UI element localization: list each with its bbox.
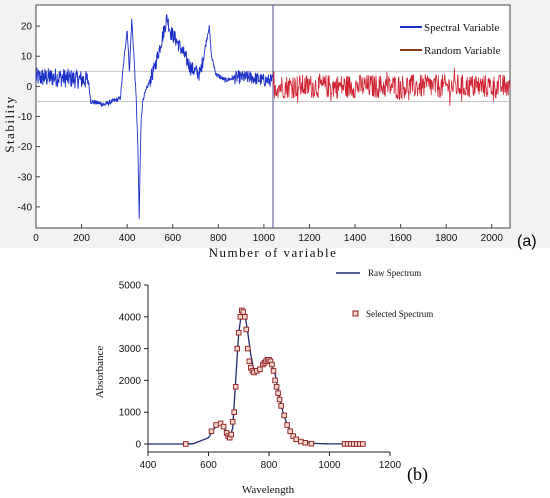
panel-a-y-ticks: 20 10 0 -10 -20 -30 -40 xyxy=(18,22,40,213)
y-tick-label: 10 xyxy=(21,52,33,63)
panel-b-legend: Raw Spectrum Selected Spectrum xyxy=(336,268,433,319)
y-tick-label: 4000 xyxy=(119,312,142,323)
y-tick-label: -30 xyxy=(18,172,33,183)
x-tick-label: 1200 xyxy=(298,233,321,244)
y-tick-label: 1000 xyxy=(119,408,142,419)
y-tick-label: 0 xyxy=(135,440,141,451)
selected-spectrum-point xyxy=(242,314,248,320)
x-tick-label: 200 xyxy=(73,233,90,244)
selected-spectrum-point xyxy=(232,384,239,390)
panel-a-legend: Spectral Variable Random Variable xyxy=(400,22,501,57)
panel-a-x-axis-label: Number of variable xyxy=(209,245,338,260)
panel-b-y-ticks: 0 1000 2000 3000 4000 5000 xyxy=(119,281,148,451)
x-tick-label: 800 xyxy=(210,233,227,244)
y-tick-label: 2000 xyxy=(119,376,142,387)
x-tick-label: 400 xyxy=(119,233,136,244)
selected-spectrum-point xyxy=(257,366,263,373)
selected-spectrum-point xyxy=(183,441,189,447)
panel-b-legend-selected-label: Selected Spectrum xyxy=(366,309,433,319)
x-tick-label: 2000 xyxy=(481,233,504,244)
spectral-variable-line xyxy=(35,14,274,220)
selected-spectrum-point xyxy=(217,420,224,427)
selected-spectrum-point xyxy=(290,433,296,439)
raw-spectrum-line xyxy=(148,308,366,445)
selected-spectrum-point xyxy=(360,441,366,447)
panel-b-axes xyxy=(147,285,390,453)
y-tick-label: -20 xyxy=(18,142,33,153)
selected-spectrum-point xyxy=(275,390,281,396)
panel-a-legend-random-label: Random Variable xyxy=(424,45,501,57)
y-tick-label: 0 xyxy=(26,82,32,93)
selected-spectrum-point xyxy=(284,422,290,428)
selected-spectrum-point xyxy=(272,377,278,384)
x-tick-label: 1000 xyxy=(253,233,276,244)
x-tick-label: 800 xyxy=(261,460,278,471)
x-tick-label: 1800 xyxy=(435,233,458,244)
selected-spectrum-point xyxy=(213,422,219,428)
selected-spectrum-point xyxy=(220,423,227,430)
selected-spectrum-point xyxy=(243,326,250,333)
selected-spectrum-point xyxy=(245,345,251,352)
selected-spectrum-point xyxy=(276,396,283,403)
x-tick-label: 1000 xyxy=(318,460,341,471)
x-tick-label: 600 xyxy=(164,233,181,244)
selected-spectrum-point xyxy=(270,368,277,374)
y-tick-label: 3000 xyxy=(119,344,142,355)
selected-spectrum-point xyxy=(273,384,280,390)
selected-spectrum-point xyxy=(308,440,315,447)
selected-spectrum-point xyxy=(293,436,299,443)
selected-spectrum-point xyxy=(287,428,293,435)
selected-spectrum-point xyxy=(235,329,242,336)
selected-spectrum-point xyxy=(237,314,244,320)
selected-spectrum-point xyxy=(208,428,215,435)
x-tick-label: 1200 xyxy=(379,460,402,471)
selected-spectrum-point xyxy=(229,419,236,425)
y-tick-label: 20 xyxy=(21,22,33,33)
x-tick-label: 0 xyxy=(33,233,39,244)
panel-b-y-axis-label: Absorbance xyxy=(94,346,106,399)
selected-spectrum-point xyxy=(281,412,287,419)
selected-spectrum-point xyxy=(228,431,234,438)
selected-spectrum-point xyxy=(298,438,304,445)
panel-b-series xyxy=(148,307,366,447)
panel-a-x-ticks: 0 200 400 600 800 1000 1200 1400 1600 1800 2000 xyxy=(33,224,503,244)
random-variable-line xyxy=(272,67,511,106)
y-tick-label: 5000 xyxy=(119,281,142,292)
selected-spectrum-point xyxy=(278,403,284,409)
panel-b-x-axis-label: Wavelength xyxy=(242,484,295,496)
panel-b-label: (b) xyxy=(407,464,428,485)
x-tick-label: 1400 xyxy=(344,233,367,244)
selected-spectrum-point xyxy=(234,345,240,352)
panel-a-series xyxy=(35,14,511,220)
y-tick-label: -40 xyxy=(18,202,33,213)
selected-spectrum-point xyxy=(246,358,253,365)
panel-b-legend-raw-label: Raw Spectrum xyxy=(368,268,421,278)
panel-b-chart: 400 600 800 1000 1200 010002000300040005000 … xyxy=(94,268,433,496)
x-tick-label: 600 xyxy=(200,460,217,471)
selected-spectrum-point xyxy=(269,361,275,368)
selected-spectrum-point xyxy=(231,409,237,415)
selected-spectrum-point xyxy=(240,309,247,315)
x-tick-label: 400 xyxy=(140,460,157,471)
panel-a-label: (a) xyxy=(517,233,537,250)
panel-a-legend-spectral-label: Spectral Variable xyxy=(424,22,499,34)
selected-spectrum-point xyxy=(302,440,309,446)
panel-b-x-ticks: 400 600 800 1000 1200 xyxy=(140,452,402,471)
panel-a-y-axis-label: Stability xyxy=(2,95,17,153)
panel-b-legend-selected-swatch xyxy=(352,310,359,317)
panel-a-chart: 0 200 400 600 800 1000 1200 1400 1600 1800 2000 20… xyxy=(0,0,550,260)
y-tick-label: -10 xyxy=(18,112,33,123)
x-tick-label: 1600 xyxy=(389,233,412,244)
